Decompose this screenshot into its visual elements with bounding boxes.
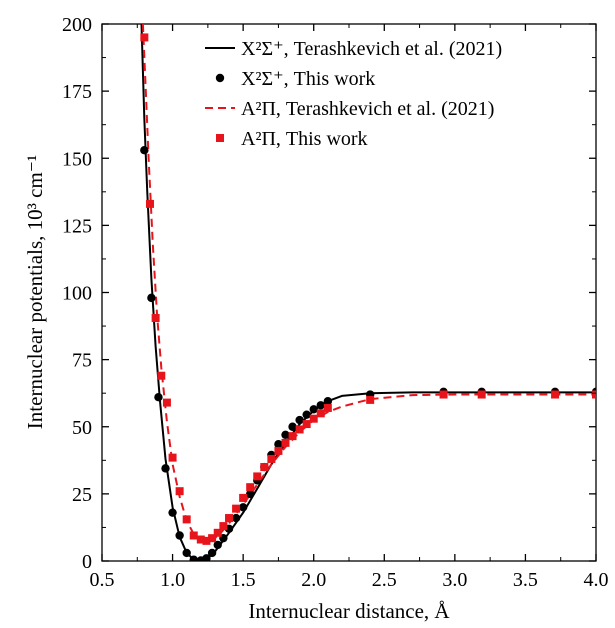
data-point-circle — [323, 397, 333, 406]
data-point-circle — [238, 503, 248, 512]
x-tick-label: 4.0 — [584, 569, 609, 591]
data-point-circle — [189, 555, 198, 561]
data-point-circle — [154, 393, 163, 402]
y-tick-label: 25 — [72, 484, 92, 506]
legend-label: X²Σ⁺, Terashkevich et al. (2021) — [241, 38, 502, 60]
data-point-circle — [316, 401, 325, 410]
legend-swatch-square — [216, 134, 224, 142]
data-point-square — [246, 483, 255, 492]
y-axis-title: Internuclear potentials, 10³ cm⁻¹ — [23, 155, 47, 429]
data-point-circle — [161, 464, 170, 473]
data-point-square — [281, 438, 290, 447]
legend-label: A²Π, Terashkevich et al. (2021) — [241, 98, 494, 120]
y-tick-label: 125 — [62, 215, 92, 237]
data-point-square — [168, 453, 177, 462]
data-point-square — [162, 398, 171, 407]
data-point-circle — [207, 548, 217, 558]
y-tick-label: 75 — [72, 350, 92, 372]
data-point-square — [225, 514, 234, 523]
data-point-square — [267, 454, 276, 463]
data-point-square — [592, 390, 596, 399]
y-tick-label: 100 — [62, 283, 92, 305]
data-point-square — [366, 395, 375, 404]
data-point-square — [477, 390, 486, 399]
data-point-square — [196, 535, 205, 544]
data-point-square — [316, 409, 325, 418]
data-point-circle — [309, 405, 318, 414]
x-tick-label: 3.5 — [513, 569, 538, 591]
data-point-square — [208, 534, 217, 543]
data-point-circle — [302, 410, 311, 419]
data-point-circle — [182, 548, 191, 558]
data-point-square — [189, 531, 198, 540]
x-tick-label: 2.5 — [372, 569, 397, 591]
data-point-circle — [168, 508, 177, 517]
legend-swatch-circle — [215, 73, 225, 83]
data-point-circle — [295, 415, 304, 425]
tick-layer: 0.5 1.0 1.5 2.0 2.5 3.0 3.5 4.0 0 25 50 75 100 125 150… — [62, 14, 609, 591]
legend-label: X²Σ⁺, This work — [241, 68, 375, 90]
data-point-square — [323, 403, 332, 412]
y-tick-label: 175 — [62, 81, 92, 103]
data-point-square — [182, 515, 191, 524]
data-point-square — [157, 371, 166, 380]
data-point-square — [202, 536, 211, 545]
data-point-square — [140, 33, 149, 42]
data-point-circle — [281, 430, 290, 440]
data-point-circle — [288, 422, 297, 431]
series-layer — [140, 24, 596, 561]
x-axis-title: Internuclear distance, Å — [248, 599, 450, 623]
data-point-square — [175, 487, 184, 496]
data-point-square — [151, 314, 160, 323]
data-point-circle — [231, 513, 241, 523]
data-point-square — [302, 420, 311, 429]
legend: X²Σ⁺, Terashkevich et al. (2021) X²Σ⁺, Th… — [205, 38, 502, 150]
data-point-circle — [175, 531, 184, 540]
data-point-square — [295, 425, 304, 434]
data-point-square — [260, 463, 269, 472]
y-tick-label: 200 — [62, 14, 92, 36]
data-point-circle — [140, 145, 149, 155]
x-tick-label: 2.0 — [301, 569, 326, 591]
y-tick-label: 150 — [62, 148, 92, 170]
data-point-square — [232, 504, 241, 513]
data-point-circle — [246, 489, 255, 499]
y-tick-label: 50 — [72, 417, 92, 439]
x-tick-label: 1.0 — [160, 569, 185, 591]
data-point-circle — [213, 540, 222, 550]
x-tick-label: 1.5 — [231, 569, 256, 591]
series-clip-group — [140, 24, 596, 561]
legend-label: A²Π, This work — [241, 128, 368, 150]
data-point-circle — [202, 554, 211, 561]
data-point-square — [239, 493, 248, 502]
series-line-0 — [140, 24, 596, 561]
data-point-square — [253, 472, 262, 481]
data-point-square — [145, 199, 154, 208]
x-tick-label: 0.5 — [90, 569, 115, 591]
data-point-circle — [147, 293, 156, 303]
data-point-square — [439, 390, 448, 399]
x-tick-label: 3.0 — [442, 569, 467, 591]
data-point-square — [551, 390, 560, 399]
data-point-square — [219, 522, 228, 531]
data-point-square — [309, 414, 318, 423]
y-tick-label: 0 — [82, 551, 92, 573]
data-point-circle — [274, 440, 283, 449]
series-line-2 — [141, 24, 596, 542]
data-point-square — [213, 528, 222, 537]
data-point-square — [274, 446, 283, 455]
plot-area: 0.5 1.0 1.5 2.0 2.5 3.0 3.5 4.0 0 25 50 75 100 125 150… — [62, 14, 609, 591]
data-point-square — [288, 432, 297, 441]
